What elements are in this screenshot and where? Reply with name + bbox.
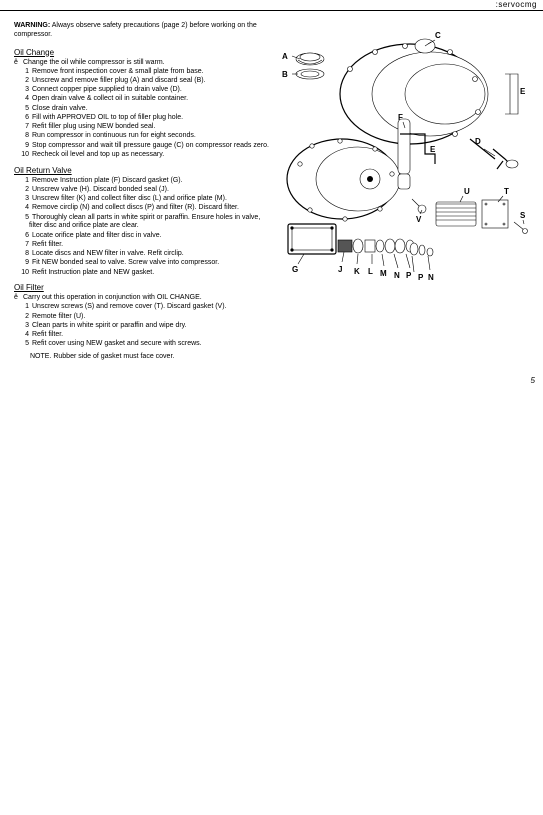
svg-text:C: C	[435, 31, 441, 40]
svg-text:N: N	[394, 271, 400, 280]
svg-text:D: D	[475, 137, 481, 146]
oil-filter-note: NOTE. Rubber side of gasket must face co…	[14, 353, 274, 360]
step-item: 4Remove circlip (N) and collect discs (P…	[14, 204, 274, 213]
step-item: 5Thoroughly clean all parts in white spi…	[14, 214, 274, 232]
orv-steps: 1Remove Instruction plate (F) Discard ga…	[14, 177, 274, 278]
step-item: 10Recheck oil level and top up as necess…	[14, 151, 274, 160]
svg-text:F: F	[398, 113, 403, 122]
header-rule	[0, 10, 543, 11]
step-item: 6Fill with APPROVED OIL to top of filler…	[14, 114, 274, 123]
svg-text:V: V	[416, 215, 422, 224]
svg-text:J: J	[338, 265, 342, 274]
svg-text:G: G	[292, 265, 298, 274]
svg-text:B: B	[282, 70, 288, 79]
step-item: 4Refit filter.	[14, 331, 274, 340]
step-item: 4Open drain valve & collect oil in suita…	[14, 95, 274, 104]
svg-text:E: E	[520, 87, 526, 96]
step-item: 8Locate discs and NEW filter in valve. R…	[14, 250, 274, 259]
compressor-diagram: A B C E D F E V U T S G J H K L M	[280, 24, 528, 284]
svg-text:P: P	[406, 271, 412, 280]
step-item: 3Unscrew filter (K) and collect filter d…	[14, 195, 274, 204]
step-item: 1Remove Instruction plate (F) Discard ga…	[14, 177, 274, 186]
step-item: 1Unscrew screws (S) and remove cover (T)…	[14, 303, 274, 312]
lead-bullet-icon: ê	[14, 294, 23, 301]
step-item: 10Refit Instruction plate and NEW gasket…	[14, 269, 274, 278]
step-item: 9Stop compressor and wait till pressure …	[14, 142, 274, 151]
step-item: 7Refit filler plug using NEW bonded seal…	[14, 123, 274, 132]
oil-filter-title: Oil Filter	[14, 283, 274, 292]
oil-change-title: Oil Change	[14, 48, 274, 57]
text-column: WARNING: Always observe safety precautio…	[14, 22, 280, 360]
header-tag: :servocmg	[496, 0, 537, 9]
svg-text:N: N	[428, 273, 434, 282]
step-item: 5Refit cover using NEW gasket and secure…	[14, 340, 274, 349]
svg-text:M: M	[380, 269, 387, 278]
svg-text:S: S	[520, 211, 526, 220]
warning-label: WARNING:	[14, 22, 50, 29]
oil-filter-lead: êCarry out this operation in conjunction…	[14, 294, 274, 301]
svg-text:T: T	[504, 187, 509, 196]
oil-change-steps: 1Remove front inspection cover & small p…	[14, 68, 274, 160]
svg-text:A: A	[282, 52, 288, 61]
oil-filter-steps: 1Unscrew screws (S) and remove cover (T)…	[14, 303, 274, 349]
step-item: 8Run compressor in continuous run for ei…	[14, 132, 274, 141]
step-item: 3Connect copper pipe supplied to drain v…	[14, 86, 274, 95]
step-item: 1Remove front inspection cover & small p…	[14, 68, 274, 77]
lead-bullet-icon: ê	[14, 59, 23, 66]
step-item: 7Refit filter.	[14, 241, 274, 250]
oil-change-lead: êChange the oil while compressor is stil…	[14, 59, 274, 66]
step-item: 2Remote filter (U).	[14, 313, 274, 322]
step-item: 2Unscrew valve (H). Discard bonded seal …	[14, 186, 274, 195]
step-item: 9Fit NEW bonded seal to valve. Screw val…	[14, 259, 274, 268]
diagram-column: A B C E D F E V U T S G J H K L M	[280, 22, 534, 360]
svg-text:K: K	[354, 267, 360, 276]
page-number: 5	[531, 376, 535, 385]
svg-text:P: P	[418, 273, 424, 282]
step-item: 2Unscrew and remove filler plug (A) and …	[14, 77, 274, 86]
step-item: 3Clean parts in white spirit or paraffin…	[14, 322, 274, 331]
warning-block: WARNING: Always observe safety precautio…	[14, 22, 274, 40]
warning-text: Always observe safety precautions (page …	[14, 22, 257, 38]
svg-text:E: E	[430, 145, 436, 154]
orv-title: Oil Return Valve	[14, 166, 274, 175]
step-item: 5Close drain valve.	[14, 105, 274, 114]
svg-text:L: L	[368, 267, 373, 276]
step-item: 6Locate orifice plate and filter disc in…	[14, 232, 274, 241]
svg-text:U: U	[464, 187, 470, 196]
